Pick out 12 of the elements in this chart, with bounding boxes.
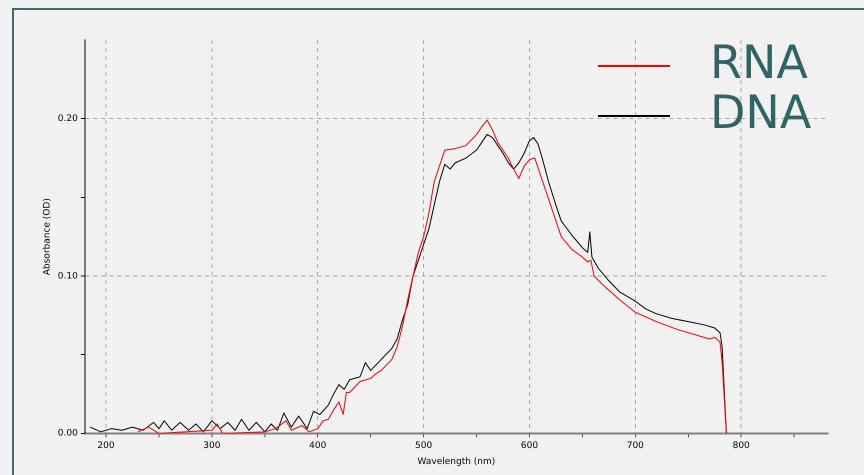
y-tick-label: 0.10 <box>58 271 78 282</box>
x-tick-label: 500 <box>415 441 432 452</box>
x-axis-title: Wavelength (nm) <box>418 456 496 467</box>
x-tick-label: 300 <box>203 441 221 452</box>
y-tick-label: 0.20 <box>58 114 78 124</box>
x-tick-label: 800 <box>732 441 750 452</box>
y-tick-label: 0.00 <box>58 428 78 439</box>
x-tick-label: 600 <box>520 441 538 452</box>
x-tick-label: 700 <box>626 441 644 452</box>
y-axis-title: Absorbance (OD) <box>42 198 53 276</box>
x-tick-label: 400 <box>309 441 327 452</box>
x-tick-label: 200 <box>97 441 115 452</box>
